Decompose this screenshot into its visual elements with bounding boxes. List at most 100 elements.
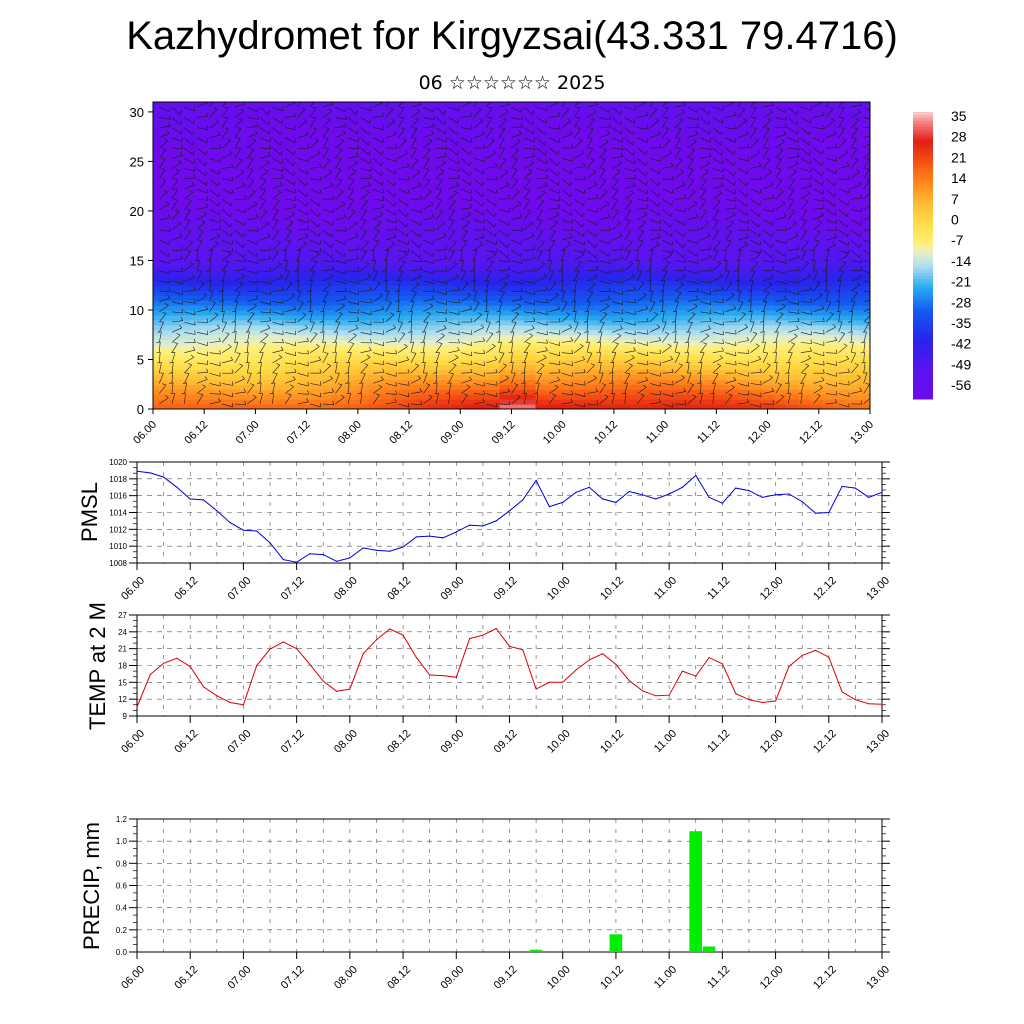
heatmap-cell xyxy=(738,141,752,148)
heatmap-cell xyxy=(810,156,823,163)
wind-barb xyxy=(221,322,227,333)
heatmap-cell xyxy=(822,126,835,133)
wind-barb xyxy=(259,335,269,343)
heatmap-cell xyxy=(356,379,369,385)
heatmap-cell xyxy=(439,106,453,113)
heatmap-cell xyxy=(774,151,787,158)
heatmap-cell xyxy=(380,126,393,133)
heatmap-cell xyxy=(786,324,799,331)
heatmap-cell xyxy=(571,201,584,207)
wind-barb-flag xyxy=(180,254,183,259)
wind-barb xyxy=(347,162,358,169)
heatmap-cell xyxy=(774,404,787,409)
heatmap-cell xyxy=(654,399,668,405)
wind-barb xyxy=(234,138,241,149)
heatmap-cell xyxy=(403,290,417,296)
heatmap-cell xyxy=(356,220,369,227)
heatmap-cell xyxy=(810,290,823,296)
heatmap-cell xyxy=(571,166,584,172)
heatmap-cell xyxy=(535,245,548,252)
wind-barb xyxy=(196,295,207,302)
heatmap-cell xyxy=(320,309,333,316)
heatmap-cell xyxy=(487,369,501,375)
heatmap-cell xyxy=(798,102,811,108)
heatmap-cell xyxy=(380,141,393,148)
wind-barb-flag xyxy=(399,117,404,119)
heatmap-cell xyxy=(810,235,823,242)
wind-barb xyxy=(234,391,246,394)
heatmap-cell xyxy=(631,324,644,331)
heatmap-cell xyxy=(260,196,274,202)
heatmap-cell xyxy=(176,280,190,286)
heatmap-cell xyxy=(272,364,286,370)
heatmap-cell xyxy=(726,359,740,366)
heatmap-cell xyxy=(260,240,274,247)
wind-barb xyxy=(385,280,388,292)
heatmap-cell xyxy=(702,265,716,271)
heatmap-cell xyxy=(846,186,859,192)
heatmap-cell xyxy=(188,359,202,366)
heatmap-cell xyxy=(248,205,262,212)
heatmap-cell xyxy=(439,201,453,207)
heatmap-cell xyxy=(631,245,644,252)
heatmap-cell xyxy=(320,225,333,232)
heatmap-cell xyxy=(607,404,620,409)
heatmap-cell xyxy=(583,364,596,370)
heatmap-cell xyxy=(224,389,238,395)
heatmap-cell xyxy=(523,374,536,380)
heatmap-cell xyxy=(571,136,584,143)
heatmap-cell xyxy=(344,394,357,400)
wind-barb-flag xyxy=(279,273,284,278)
wind-barb xyxy=(159,132,170,139)
heatmap-cell xyxy=(726,215,740,222)
heatmap-cell xyxy=(631,225,644,232)
heatmap-cell xyxy=(690,369,704,375)
heatmap-cell xyxy=(798,265,811,271)
heatmap-cell xyxy=(858,186,870,192)
heatmap-cell xyxy=(236,181,250,187)
wind-barb-flag xyxy=(264,333,269,336)
heatmap-cell xyxy=(583,141,596,148)
heatmap-cell xyxy=(164,106,178,113)
heatmap-cell xyxy=(344,319,357,326)
heatmap-cell xyxy=(439,186,453,192)
heatmap-cell xyxy=(463,260,477,266)
wind-barb-flag xyxy=(198,239,203,242)
heatmap-cell xyxy=(846,191,859,197)
heatmap-cell xyxy=(631,156,644,163)
wind-barb xyxy=(297,178,307,187)
heatmap-cell xyxy=(272,220,286,227)
heatmap-cell xyxy=(356,314,369,321)
heatmap-cell xyxy=(272,171,286,177)
heatmap-cell xyxy=(344,191,357,197)
heatmap-cell xyxy=(523,210,536,217)
wind-barb xyxy=(284,394,292,405)
heatmap-cell xyxy=(475,314,489,321)
wind-barb xyxy=(184,349,196,353)
heatmap-cell xyxy=(619,374,632,380)
heatmap-cell xyxy=(451,201,465,207)
wind-barb xyxy=(272,230,280,241)
wind-barb xyxy=(360,220,367,231)
wind-barb xyxy=(322,185,334,190)
heatmap-cell xyxy=(224,156,238,163)
heatmap-cell xyxy=(272,260,286,266)
heatmap-cell xyxy=(846,205,859,212)
heatmap-cell xyxy=(774,260,787,266)
wind-barb xyxy=(360,106,372,112)
wind-barb-flag xyxy=(401,97,405,98)
heatmap-cell xyxy=(344,215,357,222)
heatmap-cell xyxy=(774,171,787,177)
heatmap-cell xyxy=(368,404,381,409)
wind-barb xyxy=(284,282,293,292)
heatmap-cell xyxy=(523,191,536,197)
heatmap-cell xyxy=(702,295,716,301)
wind-barb xyxy=(347,106,357,115)
heatmap-cell xyxy=(702,285,716,291)
heatmap-cell xyxy=(368,220,381,227)
heatmap-cell xyxy=(499,146,513,153)
heatmap-cell xyxy=(607,344,620,351)
heatmap-cell xyxy=(176,300,190,306)
heatmap-cell xyxy=(176,102,190,108)
heatmap-cell xyxy=(798,389,811,395)
